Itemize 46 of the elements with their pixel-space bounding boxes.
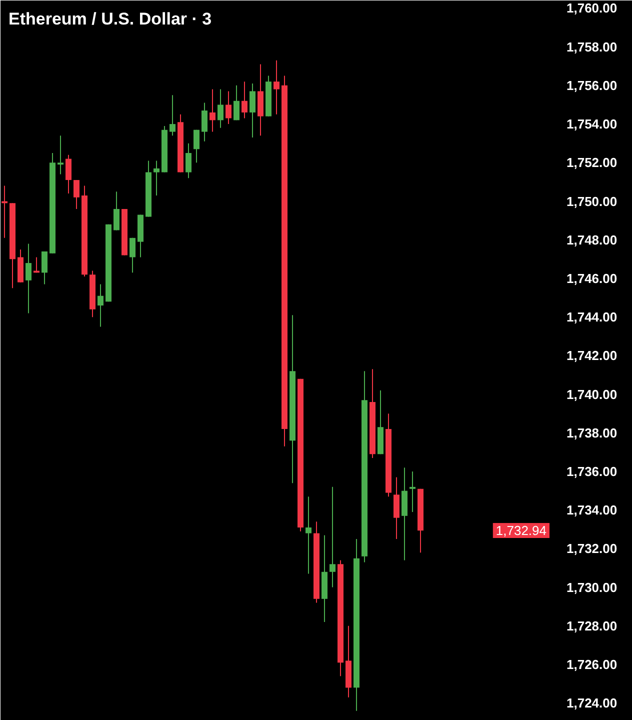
y-tick-label: 1,752.00 <box>566 155 618 170</box>
y-tick-label: 1,748.00 <box>566 232 618 248</box>
candlestick <box>194 129 200 164</box>
candlestick <box>58 135 64 175</box>
candlestick <box>226 90 232 125</box>
candlestick <box>218 88 224 128</box>
y-tick-label: 1,734.00 <box>566 502 618 518</box>
candlestick <box>250 83 256 138</box>
candlestick <box>274 60 280 115</box>
candlestick <box>26 243 32 314</box>
y-tick-label: 1,724.00 <box>566 696 618 711</box>
candlestick <box>242 81 248 119</box>
y-tick-label: 1,750.00 <box>566 194 618 209</box>
candlestick <box>42 250 48 285</box>
candlestick <box>202 102 208 142</box>
candlestick <box>34 256 40 274</box>
y-tick-label: 1,728.00 <box>566 618 618 634</box>
y-tick-label: 1,746.00 <box>566 270 618 286</box>
candlestick <box>74 180 80 210</box>
y-tick-label: 1,758.00 <box>566 39 618 54</box>
candlestick <box>234 84 240 121</box>
y-tick-label: 1,740.00 <box>566 386 618 402</box>
annotation: 1,732.94 <box>496 523 547 538</box>
y-tick-label: 1,736.00 <box>566 464 618 479</box>
y-tick-label: 1,732.00 <box>566 541 618 556</box>
y-tick-label: 1,738.00 <box>566 425 618 440</box>
candlestick <box>306 496 312 574</box>
candlestick <box>394 476 400 540</box>
y-tick-label: 1,760.00 <box>566 0 618 16</box>
y-tick-label: 1,730.00 <box>566 580 618 595</box>
y-tick-label: 1,744.00 <box>566 310 618 325</box>
candlestick <box>154 160 160 196</box>
text: Ethereum / U.S. Dollar · 3 <box>8 10 212 28</box>
candlestick <box>210 88 216 132</box>
candlestick <box>170 94 176 136</box>
candlestick <box>66 154 72 194</box>
candlestick <box>330 486 336 588</box>
y-tick-label: 1,754.00 <box>566 116 618 132</box>
y-tick-label: 1,742.00 <box>566 348 618 364</box>
candlestick <box>130 237 136 274</box>
y-tick-label: 1,756.00 <box>566 78 618 93</box>
candlestick <box>98 284 104 328</box>
candlestick <box>114 191 120 231</box>
candlestick <box>410 470 416 513</box>
y-tick-label: 1,726.00 <box>566 657 618 672</box>
candlestick <box>186 142 192 179</box>
